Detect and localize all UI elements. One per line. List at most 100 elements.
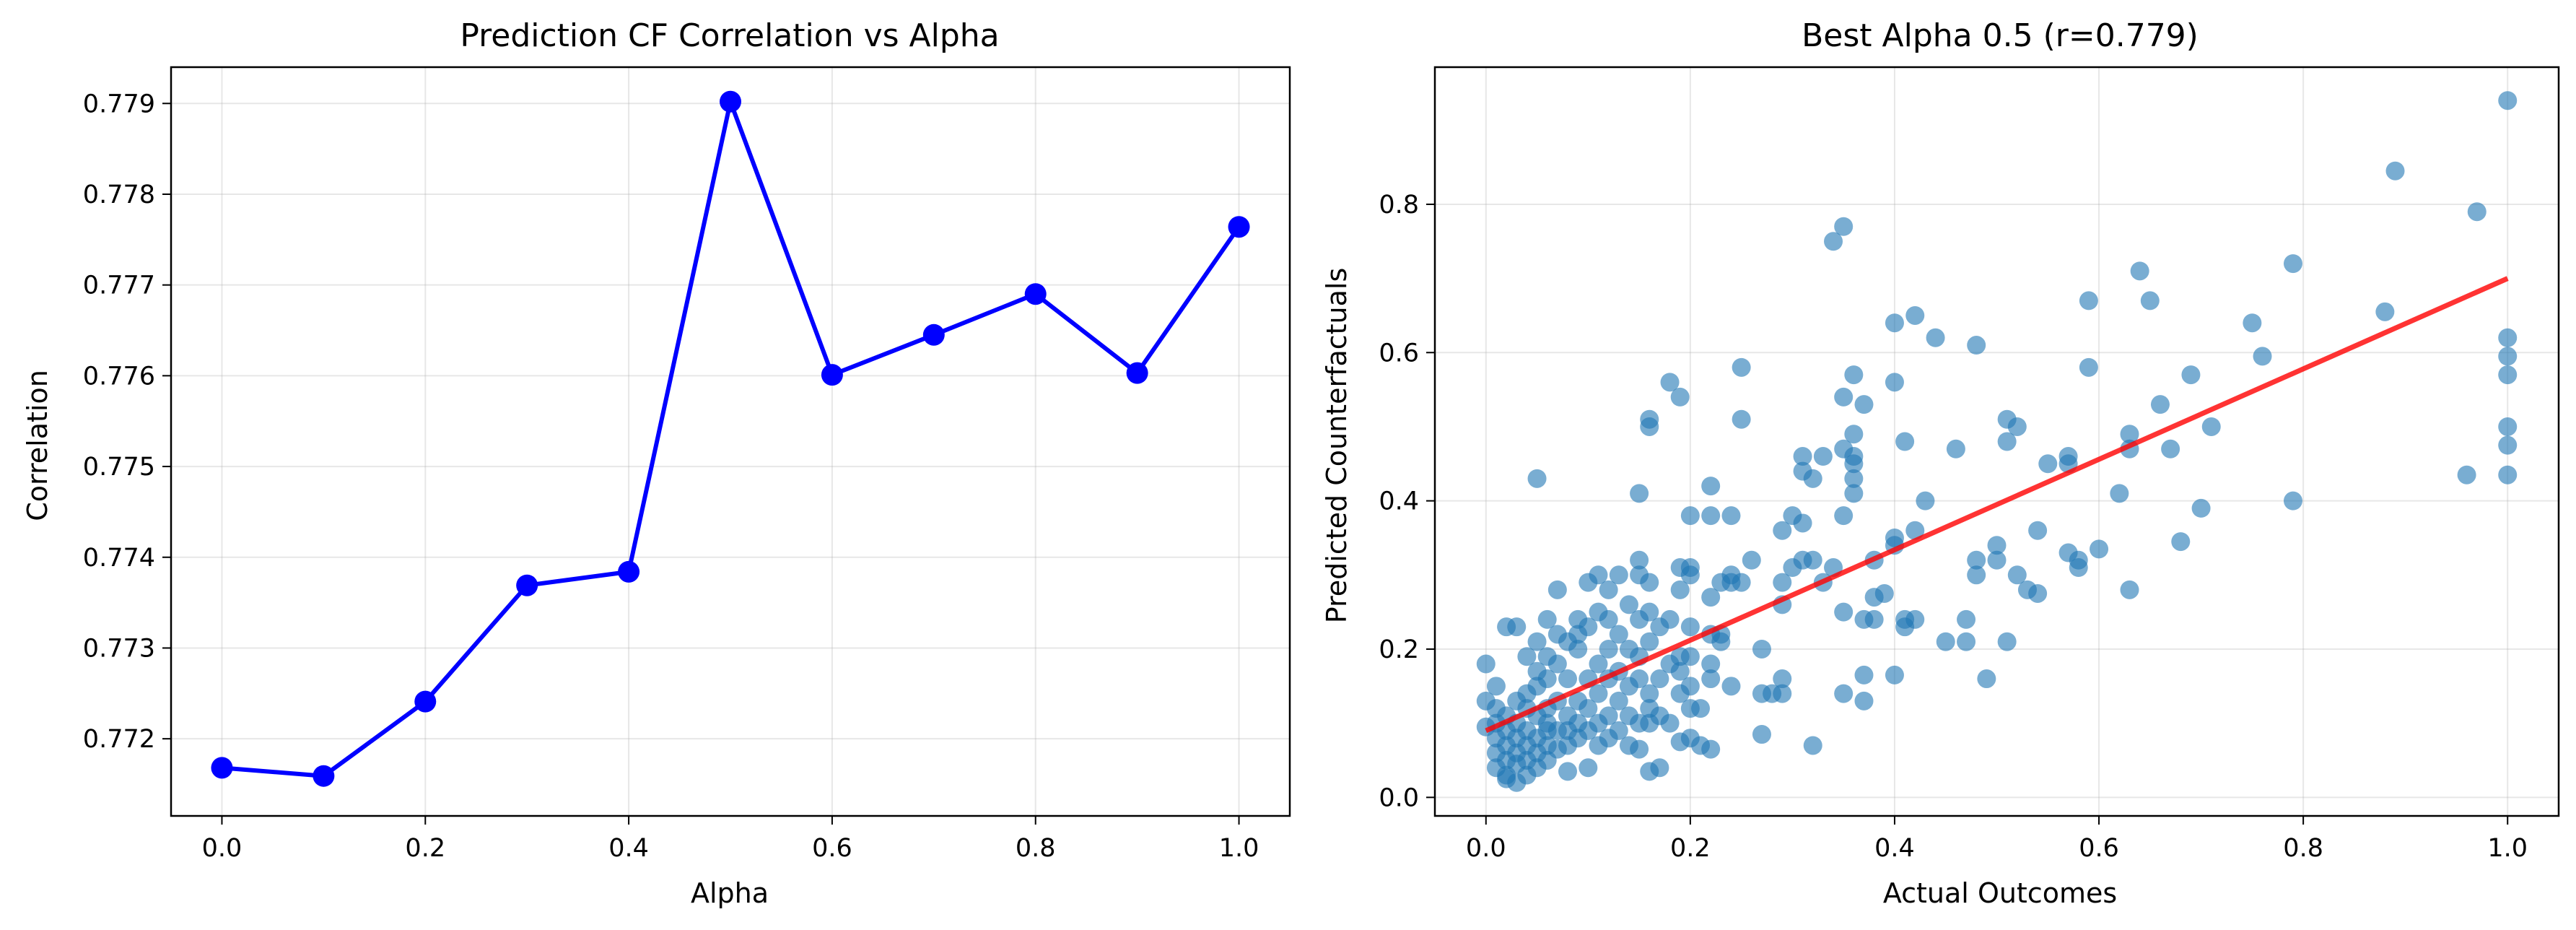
data-point — [1701, 669, 1721, 689]
y-tick-label: 0.775 — [83, 453, 155, 482]
data-point — [2191, 498, 2211, 518]
data-point — [2375, 302, 2395, 321]
data-point — [1732, 409, 1751, 429]
y-tick-label: 0.6 — [1379, 339, 1419, 368]
y-tick-label: 0.774 — [83, 544, 155, 573]
y-tick-label: 0.777 — [83, 271, 155, 300]
data-point — [1987, 536, 2007, 555]
y-axis-label: Predicted Counterfactuals — [1321, 268, 1353, 624]
data-point — [1803, 469, 1822, 488]
data-point — [1895, 432, 1915, 451]
data-point — [1752, 725, 1771, 744]
plot-frame — [1433, 66, 2560, 817]
data-point — [1773, 521, 1792, 540]
data-point — [1834, 506, 1854, 526]
data-point — [1640, 573, 1659, 592]
data-point — [2028, 583, 2048, 603]
x-tick-label: 0.8 — [1016, 834, 1056, 863]
data-point — [1732, 357, 1751, 377]
chart-title: Prediction CF Correlation vs Alpha — [460, 17, 999, 54]
y-tick-label: 0.772 — [83, 725, 155, 754]
data-point — [1773, 573, 1792, 592]
data-point — [1803, 550, 1822, 570]
data-point — [1660, 373, 1680, 392]
data-point — [1650, 758, 1669, 778]
data-point — [1476, 654, 1496, 674]
y-axis-label: Correlation — [22, 370, 53, 521]
data-point — [1680, 677, 1700, 696]
data-point — [1589, 684, 1608, 703]
data-point — [1619, 595, 1638, 614]
data-point — [1752, 639, 1771, 659]
data-point — [2498, 91, 2518, 110]
plot-frame — [170, 66, 1291, 817]
data-point — [1579, 699, 1598, 718]
data-point — [1599, 580, 1618, 599]
data-point — [1742, 550, 1761, 570]
data-point — [1721, 677, 1741, 696]
data-point — [1997, 632, 2017, 651]
data-point — [1680, 506, 1700, 526]
data-point — [1721, 506, 1741, 526]
data-point — [821, 364, 843, 386]
data-point — [1844, 469, 1864, 488]
data-point — [1589, 654, 1608, 674]
data-point — [1864, 609, 1884, 629]
y-tick-label: 0.778 — [83, 181, 155, 209]
data-point — [1905, 521, 1925, 540]
axis-ticks: 0.0 0.2 0.4 0.6 0.8 1.0 0.772 0.773 0.774 0.775 0.… — [83, 90, 1259, 863]
data-point — [1599, 609, 1618, 629]
data-point — [1885, 665, 1904, 685]
x-axis-label: Actual Outcomes — [1883, 877, 2117, 909]
data-point — [1486, 677, 1506, 696]
data-point — [1609, 721, 1628, 740]
data-point — [1558, 762, 1578, 781]
data-point — [1967, 550, 1986, 570]
y-tick-label: 0.773 — [83, 634, 155, 663]
data-point — [1640, 417, 1659, 436]
data-point — [618, 560, 640, 583]
data-point — [2385, 161, 2405, 181]
data-point — [1874, 583, 1894, 603]
data-point — [1670, 661, 1690, 681]
correlation-vs-alpha-chart: Prediction CF Correlation vs Alpha 0.0 0.… — [22, 17, 1291, 909]
data-point — [2498, 435, 2518, 455]
data-point — [2038, 454, 2058, 474]
data-point — [2120, 580, 2139, 599]
data-point — [2130, 261, 2149, 281]
data-point — [1834, 387, 1854, 407]
data-point — [1609, 625, 1628, 644]
data-point — [2150, 395, 2170, 414]
data-point — [1660, 609, 1680, 629]
data-point — [1527, 469, 1547, 488]
data-point — [1773, 684, 1792, 703]
data-point — [2171, 532, 2191, 552]
data-point — [1977, 669, 1996, 689]
data-point — [1844, 365, 1864, 385]
data-point — [1885, 373, 1904, 392]
data-point — [1547, 580, 1567, 599]
data-point — [2161, 439, 2180, 459]
data-point — [2498, 465, 2518, 484]
x-tick-label: 0.4 — [608, 834, 649, 863]
x-tick-label: 0.2 — [405, 834, 445, 863]
data-point — [2498, 365, 2518, 385]
data-point — [414, 690, 437, 713]
data-point — [2007, 417, 2027, 436]
data-point — [1579, 758, 1598, 778]
data-point — [1844, 454, 1864, 474]
data-point — [922, 323, 945, 346]
data-point — [1711, 632, 1731, 651]
data-point — [1579, 617, 1598, 637]
data-point — [1527, 632, 1547, 651]
data-point — [1854, 665, 1874, 685]
data-point — [1599, 639, 1618, 659]
data-point — [1630, 669, 1649, 689]
data-point — [1946, 439, 1965, 459]
data-point — [1844, 425, 1864, 444]
data-point — [1793, 513, 1812, 533]
data-point — [1701, 739, 1721, 759]
x-axis-label: Alpha — [691, 877, 769, 909]
y-tick-label: 0.8 — [1379, 191, 1419, 220]
data-point — [1916, 491, 1935, 510]
